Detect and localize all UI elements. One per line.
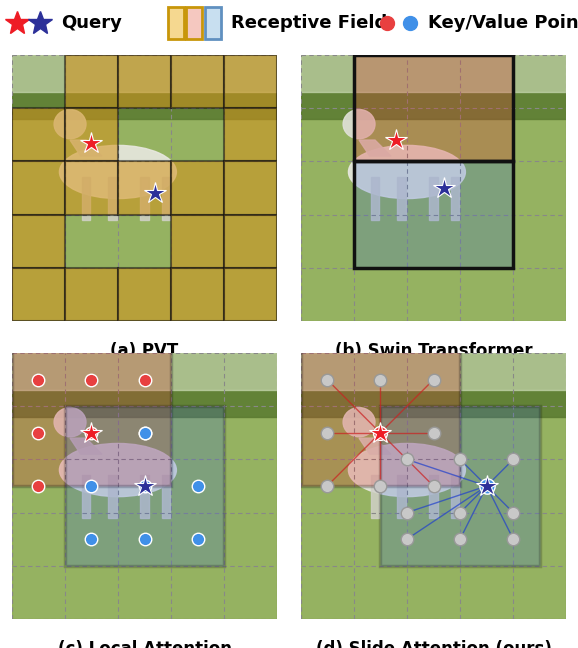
Bar xyxy=(171,268,224,321)
Ellipse shape xyxy=(54,110,86,139)
Bar xyxy=(301,353,566,417)
Bar xyxy=(108,178,117,220)
Polygon shape xyxy=(359,140,391,156)
Bar xyxy=(65,161,118,214)
Ellipse shape xyxy=(349,145,465,198)
Bar xyxy=(118,161,171,214)
Bar xyxy=(161,178,170,220)
Bar xyxy=(224,161,277,214)
Bar xyxy=(224,268,277,321)
Bar xyxy=(171,214,224,268)
Bar xyxy=(65,108,118,161)
FancyBboxPatch shape xyxy=(168,7,184,39)
Bar xyxy=(224,214,277,268)
Bar xyxy=(12,327,171,486)
Bar xyxy=(224,108,277,161)
Bar xyxy=(12,353,277,417)
Bar xyxy=(301,353,566,390)
Bar xyxy=(12,108,65,161)
Bar xyxy=(301,55,566,119)
Bar xyxy=(354,161,513,268)
Bar xyxy=(81,476,90,518)
Bar xyxy=(118,55,171,108)
Bar xyxy=(450,178,459,220)
FancyBboxPatch shape xyxy=(205,7,221,39)
Bar xyxy=(380,406,540,566)
Bar xyxy=(12,55,277,92)
Ellipse shape xyxy=(343,408,375,437)
Bar xyxy=(108,476,117,518)
Bar xyxy=(65,55,118,108)
Bar xyxy=(224,55,277,108)
Bar xyxy=(118,268,171,321)
Ellipse shape xyxy=(60,443,176,496)
Ellipse shape xyxy=(349,443,465,496)
Bar xyxy=(301,55,566,92)
Bar xyxy=(171,161,224,214)
Polygon shape xyxy=(70,438,102,454)
Bar xyxy=(354,55,513,161)
Bar xyxy=(81,178,90,220)
Bar xyxy=(65,406,224,566)
Bar xyxy=(354,161,513,268)
Bar xyxy=(370,178,379,220)
Text: (b) Swin Transformer: (b) Swin Transformer xyxy=(335,342,532,360)
Ellipse shape xyxy=(343,110,375,139)
Ellipse shape xyxy=(54,408,86,437)
Bar xyxy=(171,55,224,108)
Bar xyxy=(140,178,149,220)
Polygon shape xyxy=(359,438,391,454)
Bar xyxy=(12,268,65,321)
Bar xyxy=(140,476,149,518)
Text: Receptive Field: Receptive Field xyxy=(231,14,387,32)
Bar xyxy=(12,55,277,119)
Bar xyxy=(65,268,118,321)
Bar xyxy=(450,476,459,518)
Text: (d) Slide Attention (ours): (d) Slide Attention (ours) xyxy=(316,640,551,648)
Text: (a) PVT: (a) PVT xyxy=(110,342,179,360)
Bar xyxy=(370,476,379,518)
FancyBboxPatch shape xyxy=(186,7,202,39)
Bar xyxy=(12,214,65,268)
Bar xyxy=(429,476,438,518)
Bar xyxy=(429,178,438,220)
Text: (c) Local Attention: (c) Local Attention xyxy=(57,640,232,648)
Bar xyxy=(12,353,277,390)
Bar xyxy=(397,476,406,518)
Ellipse shape xyxy=(60,145,176,198)
Polygon shape xyxy=(70,140,102,156)
Bar xyxy=(354,55,513,161)
Bar xyxy=(397,178,406,220)
Text: Key/Value Points: Key/Value Points xyxy=(428,14,578,32)
Bar xyxy=(161,476,170,518)
Bar xyxy=(301,327,460,486)
Text: Query: Query xyxy=(61,14,121,32)
Bar xyxy=(12,161,65,214)
